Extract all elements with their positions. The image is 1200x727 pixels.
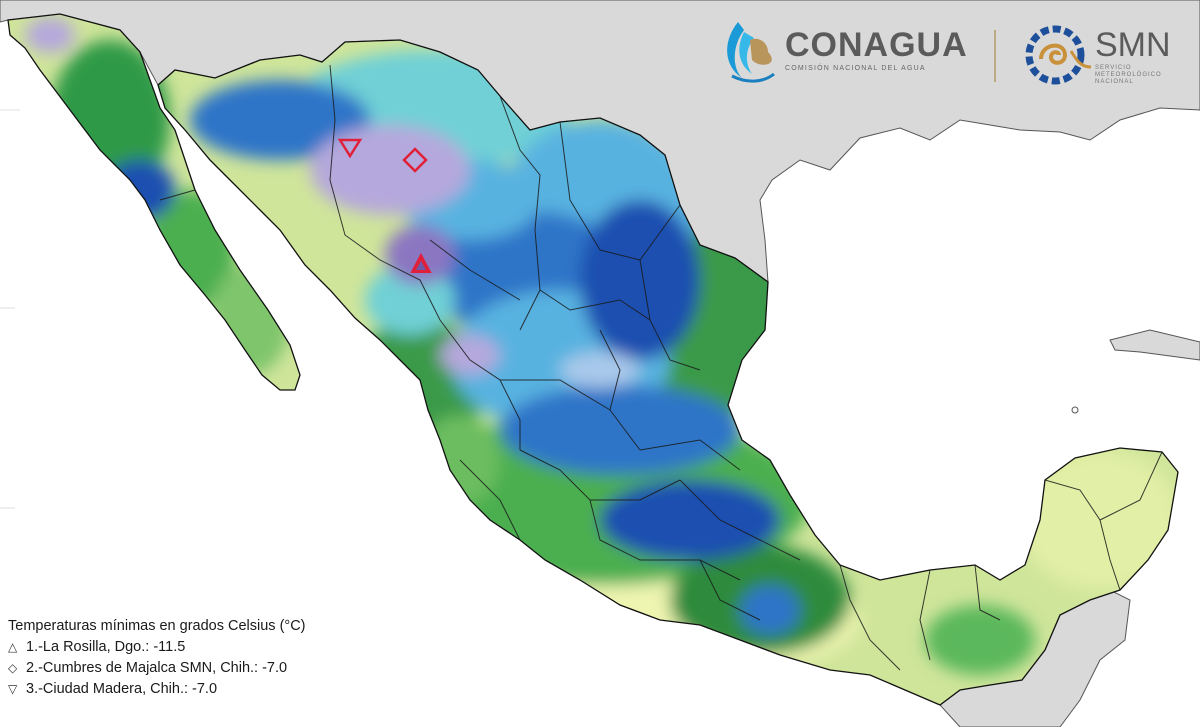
island-marker	[1071, 406, 1079, 414]
legend-item-text: 1.-La Rosilla, Dgo.: -11.5	[26, 639, 186, 655]
legend-item-text: 2.-Cumbres de Majalca SMN, Chih.: -7.0	[26, 660, 288, 676]
graticule	[0, 109, 20, 509]
conagua-subtitle: COMISIÓN NACIONAL DEL AGUA	[785, 65, 926, 72]
station-marker-cumbres-de-majalca	[402, 147, 428, 173]
legend-item: △ 1.-La Rosilla, Dgo.: -11.5	[8, 637, 306, 658]
smn-subtitle-line: SERVICIO	[1095, 65, 1132, 71]
smn-subtitle: SERVICIO METEOROLÓGICO NACIONAL	[1095, 65, 1171, 86]
legend-title: Temperaturas mínimas en grados Celsius (…	[8, 618, 306, 634]
smn-logo-mark	[1025, 25, 1092, 85]
smn-name: SMN	[1095, 26, 1171, 64]
conagua-logo: CONAGUA COMISIÓN NACIONAL DEL AGUA	[785, 26, 968, 72]
station-marker-ciudad-madera	[337, 138, 363, 159]
smn-logo: SMN SERVICIO METEOROLÓGICO NACIONAL	[1095, 26, 1171, 86]
state-boundaries	[159, 64, 1163, 671]
legend: Temperaturas mínimas en grados Celsius (…	[8, 616, 306, 700]
smn-subtitle-line: METEOROLÓGICO	[1095, 72, 1162, 78]
legend-item: ◇ 2.-Cumbres de Majalca SMN, Chih.: -7.0	[8, 658, 306, 679]
station-marker-la-rosilla-inner	[416, 261, 426, 270]
triangle-down-icon: ▽	[8, 682, 18, 696]
conagua-name: CONAGUA	[785, 26, 968, 64]
diamond-icon: ◇	[8, 661, 18, 675]
conagua-logo-mark	[727, 22, 775, 83]
smn-subtitle-line: NACIONAL	[1095, 79, 1134, 85]
legend-item-text: 3.-Ciudad Madera, Chih.: -7.0	[26, 681, 218, 697]
cuba-land	[1109, 329, 1200, 361]
triangle-up-icon: △	[8, 640, 18, 654]
legend-item: ▽ 3.-Ciudad Madera, Chih.: -7.0	[8, 679, 306, 700]
